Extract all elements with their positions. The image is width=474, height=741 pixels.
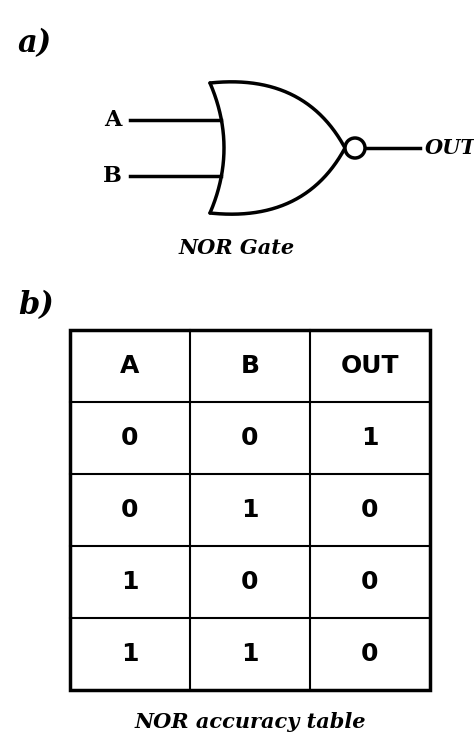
Text: A: A <box>120 354 140 378</box>
Text: 0: 0 <box>361 570 379 594</box>
Text: 0: 0 <box>361 642 379 666</box>
Circle shape <box>345 138 365 158</box>
Text: OUT: OUT <box>341 354 399 378</box>
Text: 0: 0 <box>361 498 379 522</box>
Text: a): a) <box>18 28 52 59</box>
Text: 0: 0 <box>241 426 259 450</box>
Text: 1: 1 <box>241 498 259 522</box>
Text: B: B <box>240 354 259 378</box>
Bar <box>70 330 430 690</box>
Text: 0: 0 <box>121 426 139 450</box>
Text: A: A <box>105 109 122 131</box>
Text: 1: 1 <box>241 642 259 666</box>
Text: B: B <box>103 165 122 187</box>
Text: 0: 0 <box>241 570 259 594</box>
Text: NOR accuracy table: NOR accuracy table <box>134 712 366 732</box>
Text: 1: 1 <box>361 426 379 450</box>
Text: OUT: OUT <box>425 138 474 158</box>
Text: NOR Gate: NOR Gate <box>179 238 295 258</box>
Text: b): b) <box>18 290 54 321</box>
Text: 0: 0 <box>121 498 139 522</box>
Text: 1: 1 <box>121 570 139 594</box>
Text: 1: 1 <box>121 642 139 666</box>
